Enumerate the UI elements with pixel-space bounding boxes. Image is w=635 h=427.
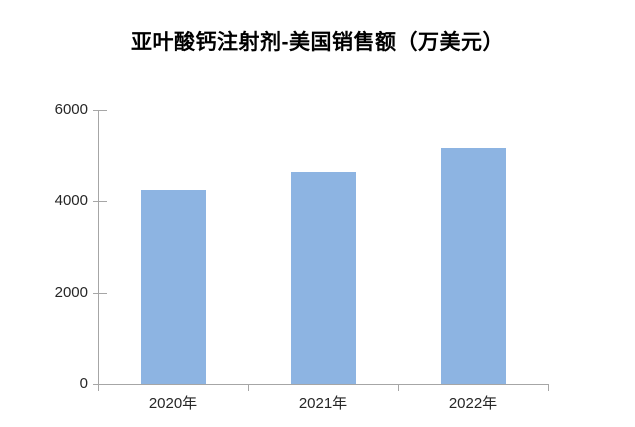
y-axis-line: [98, 110, 99, 385]
x-axis-label: 2021年: [298, 395, 348, 412]
x-tick: [248, 384, 249, 391]
bar: [141, 190, 206, 384]
y-tick: [93, 201, 107, 202]
y-tick: [93, 384, 107, 385]
y-tick: [93, 293, 107, 294]
y-tick-label: 0: [79, 375, 88, 392]
x-tick: [548, 384, 549, 391]
x-tick: [98, 384, 99, 391]
y-tick: [93, 110, 107, 111]
x-tick: [398, 384, 399, 391]
y-tick-label: 4000: [54, 192, 88, 209]
chart-title: 亚叶酸钙注射剂-美国销售额（万美元）: [131, 31, 504, 54]
y-tick-label: 2000: [54, 284, 88, 301]
x-axis-line: [98, 384, 549, 385]
x-axis-label: 2020年: [148, 395, 198, 412]
x-axis-label: 2022年: [448, 395, 498, 412]
bar: [441, 148, 506, 384]
y-tick-label: 6000: [54, 101, 88, 118]
bar: [291, 172, 356, 384]
